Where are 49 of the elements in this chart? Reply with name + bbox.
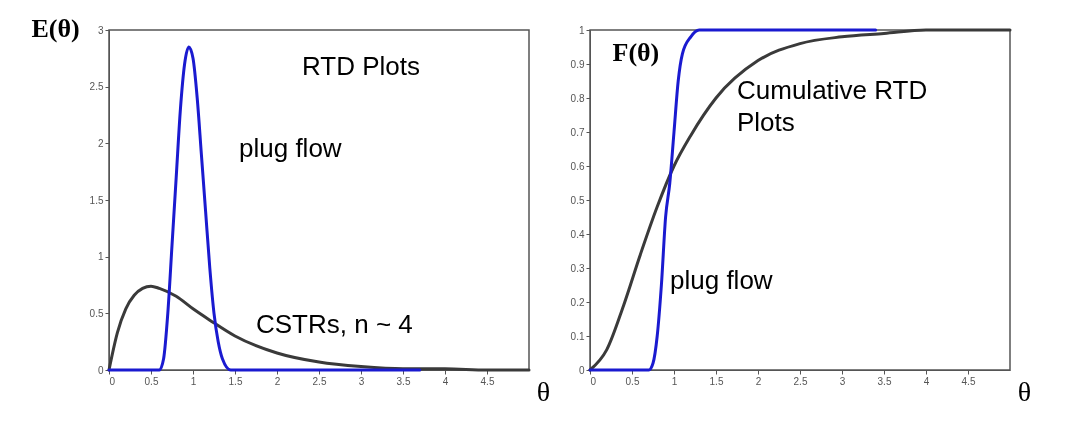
x-tick-label: 3: [358, 375, 365, 387]
x-tick-label: 0: [109, 375, 116, 387]
x-tick-label: 4.5: [961, 375, 976, 387]
x-tick-label: 1: [671, 375, 678, 387]
annotation: Cumulative RTD Plots: [737, 75, 928, 137]
line-series: [107, 45, 422, 372]
x-tick-label: 1: [190, 375, 197, 387]
x-tick-label: 4.5: [480, 375, 495, 387]
x-tick-label: 4: [923, 375, 930, 387]
y-tick-label: 3: [97, 24, 104, 36]
y-tick-label: 0.8: [570, 92, 585, 104]
x-tick-label: 3: [839, 375, 846, 387]
x-tick-label: 0.5: [625, 375, 640, 387]
y-tick-label: 0.5: [570, 194, 585, 206]
x-tick-label: 0: [590, 375, 597, 387]
x-axis-title: θ: [1017, 375, 1032, 407]
y-tick-label: 0.1: [570, 330, 585, 342]
series-label: plug flow: [239, 133, 342, 163]
x-tick-label: 3.5: [396, 375, 411, 387]
y-tick-label: 0.5: [89, 307, 104, 319]
series-label: CSTRs, n ~ 4: [256, 309, 413, 339]
x-tick-label: 2.5: [312, 375, 327, 387]
x-tick-label: 0.5: [144, 375, 159, 387]
x-axis-title: θ: [536, 375, 551, 407]
x-tick-label: 2.5: [793, 375, 808, 387]
y-tick-label: 0.7: [570, 126, 585, 138]
x-tick-label: 3.5: [877, 375, 892, 387]
y-tick-label: 0.4: [570, 228, 585, 240]
y-tick-label: 1.5: [89, 194, 104, 206]
x-tick-label: 1.5: [709, 375, 724, 387]
annotation: RTD Plots: [302, 51, 420, 81]
y-tick-label: 2: [97, 137, 104, 149]
x-tick-label: 2: [755, 375, 762, 387]
y-tick-label: 0.2: [570, 296, 585, 308]
y-tick-label: 2.5: [89, 81, 104, 93]
line-series: [588, 28, 1012, 372]
y-tick-label: 0.3: [570, 262, 585, 274]
y-tick-label: 0.9: [570, 58, 585, 70]
y-axis-title: F(θ): [612, 37, 660, 67]
y-tick-label: 1: [578, 24, 585, 36]
y-tick-label: 1: [97, 251, 104, 263]
x-tick-label: 4: [442, 375, 449, 387]
y-tick-label: 0: [97, 364, 104, 376]
y-tick-label: 0: [578, 364, 585, 376]
series-label: plug flow: [670, 265, 773, 295]
y-axis-title: E(θ): [31, 13, 80, 43]
x-tick-label: 1.5: [228, 375, 243, 387]
y-tick-label: 0.6: [570, 160, 585, 172]
x-tick-label: 2: [274, 375, 281, 387]
